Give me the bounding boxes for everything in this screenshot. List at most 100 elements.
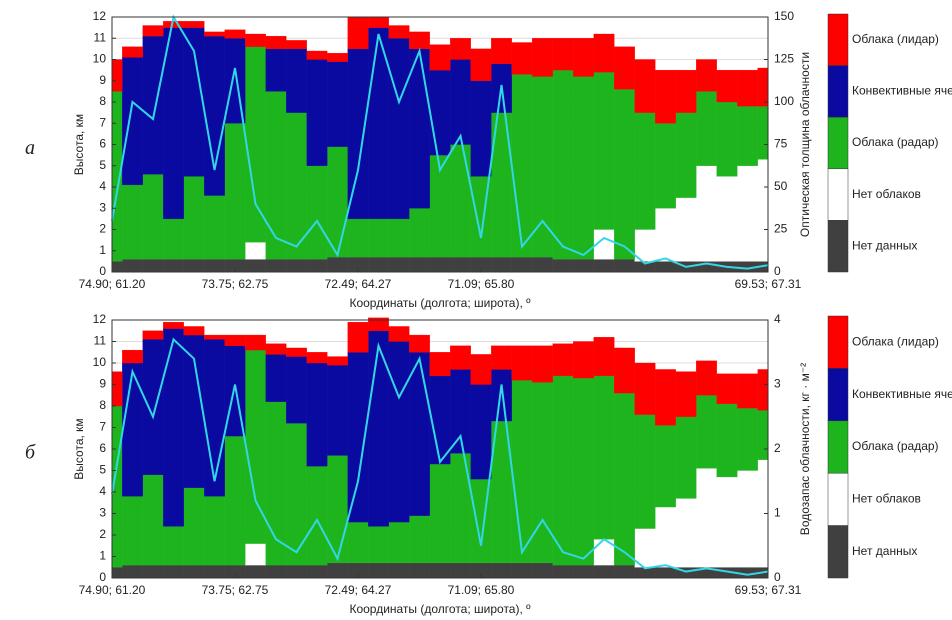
- cloud-layer: [122, 259, 143, 273]
- cloud-layer: [655, 261, 676, 273]
- cloud-layer: [163, 564, 184, 579]
- y2-tick-label: 2: [774, 441, 781, 455]
- y2-tick-label: 0: [774, 570, 781, 584]
- legend-swatch: [827, 315, 849, 369]
- legend-label: Нет данных: [852, 544, 917, 558]
- cloud-layer: [573, 259, 594, 273]
- cloud-layer: [306, 165, 328, 260]
- legend-label: Нет облаков: [852, 492, 921, 506]
- cloud-layer: [368, 317, 389, 331]
- cloud-layer: [757, 410, 769, 460]
- cloud-layer: [593, 259, 615, 273]
- cloud-layer: [306, 50, 328, 60]
- y-tick-label: 3: [99, 200, 106, 214]
- cloud-layer: [327, 146, 348, 258]
- x-tick-label: 74.90; 61.20: [79, 277, 146, 291]
- cloud-layer: [450, 256, 471, 273]
- cloud-layer: [306, 259, 328, 273]
- cloud-layer: [183, 259, 205, 273]
- y-tick-label: 8: [99, 398, 106, 412]
- x-tick-label: 73.75; 62.75: [202, 277, 269, 291]
- cloud-layer: [737, 69, 758, 107]
- cloud-layer: [142, 339, 164, 475]
- cloud-layer: [614, 564, 635, 579]
- cloud-layer: [204, 35, 225, 196]
- cloud-layer: [757, 159, 769, 262]
- legend-swatch: [827, 168, 849, 221]
- cloud-layer: [388, 341, 410, 523]
- cloud-layer: [286, 423, 307, 566]
- cloud-layer: [245, 46, 266, 243]
- cloud-layer: [183, 487, 205, 566]
- cloud-layer: [737, 470, 758, 568]
- cloud-layer: [388, 218, 410, 258]
- cloud-layer: [593, 72, 615, 230]
- x-axis-label: Координаты (долгота; широта), º: [349, 602, 531, 616]
- cloud-layer: [552, 564, 574, 579]
- cloud-layer: [532, 562, 553, 579]
- cloud-layer: [245, 242, 266, 260]
- legend-label: Конвективные ячейки: [852, 84, 952, 98]
- cloud-layer: [204, 496, 225, 566]
- cloud-layer: [122, 46, 143, 58]
- cloud-layer: [757, 67, 769, 107]
- cloud-layer: [409, 48, 430, 209]
- cloud-layer: [388, 562, 410, 579]
- y2-tick-label: 3: [774, 377, 781, 391]
- y2-tick-label: 4: [774, 312, 781, 326]
- cloud-layer: [388, 256, 410, 273]
- cloud-layer: [552, 69, 574, 260]
- cloud-layer: [183, 564, 205, 579]
- cloud-layer: [347, 218, 369, 258]
- cloud-layer: [245, 33, 266, 47]
- cloud-layer: [491, 562, 512, 579]
- cloud-layer: [163, 218, 184, 260]
- cloud-layer: [511, 345, 533, 381]
- cloud-layer: [224, 29, 246, 39]
- y-tick-label: 11: [94, 30, 107, 44]
- cloud-layer: [532, 256, 553, 273]
- y-tick-label: 8: [99, 94, 106, 108]
- y-tick-label: 9: [99, 377, 106, 391]
- cloud-layer: [511, 380, 533, 564]
- line: [111, 337, 769, 576]
- cloud-layer: [409, 562, 430, 579]
- cloud-layer: [716, 476, 738, 568]
- cloud-layer: [429, 256, 451, 273]
- cloud-layer: [593, 337, 615, 377]
- cloud-layer: [614, 89, 635, 260]
- cloud-layer: [265, 35, 287, 50]
- cloud-layer: [409, 515, 430, 564]
- cloud-layer: [429, 44, 451, 71]
- y-tick-label: 7: [99, 420, 106, 434]
- cloud-layer: [245, 564, 266, 579]
- cloud-layer: [111, 261, 123, 273]
- cloud-layer: [716, 403, 738, 478]
- y-tick-label: 5: [99, 158, 106, 172]
- y-axis-label: Высота, км: [72, 418, 86, 479]
- cloud-layer: [614, 259, 635, 273]
- y-tick-label: 4: [99, 484, 106, 498]
- cloud-layer: [306, 466, 328, 566]
- cloud-layer: [716, 101, 738, 177]
- cloud-layer: [655, 123, 676, 209]
- y2-tick-label: 25: [774, 222, 788, 236]
- y-tick-label: 12: [93, 312, 107, 326]
- cloud-layer: [224, 435, 246, 566]
- cloud-layer: [142, 330, 164, 340]
- cloud-layer: [224, 123, 246, 260]
- cloud-layer: [450, 345, 471, 370]
- cloud-layer: [122, 349, 143, 364]
- legend-label: Нет данных: [852, 238, 917, 252]
- cloud-layer: [368, 218, 389, 258]
- y-tick-label: 10: [93, 52, 107, 66]
- cloud-layer: [368, 16, 389, 28]
- cloud-layer: [593, 375, 615, 540]
- cloud-layer: [470, 354, 492, 385]
- cloud-layer: [265, 354, 287, 402]
- cloud-layer: [142, 564, 164, 579]
- x-tick-label: 74.90; 61.20: [79, 583, 146, 597]
- cloud-layer: [757, 106, 769, 160]
- cloud-layer: [286, 48, 307, 113]
